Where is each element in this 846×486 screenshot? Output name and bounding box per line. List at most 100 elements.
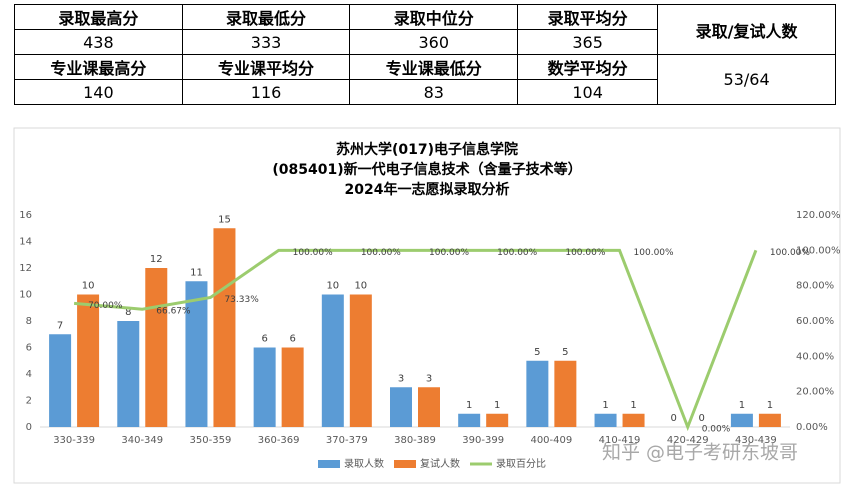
data-label: 73.33% [224, 295, 259, 305]
cell: 83 [349, 79, 519, 105]
x-tick-label: 400-409 [530, 435, 572, 446]
x-tick-label: 430-439 [735, 435, 777, 446]
legend-label: 复试人数 [420, 457, 460, 470]
bar [554, 360, 577, 427]
data-label: 100.00% [634, 248, 674, 258]
line [73, 248, 758, 432]
chart-title: (085401)新一代电子信息技术（含量子技术等） [272, 161, 581, 178]
x-tick-label: 370-379 [326, 435, 368, 446]
data-label: 100.00% [361, 248, 401, 258]
watermark: 知乎 @电子考研东坡哥 [602, 442, 798, 464]
bar [594, 413, 617, 427]
legend-label: 录取百分比 [496, 458, 546, 470]
bar [458, 413, 481, 427]
cell: 数学平均分 [517, 54, 659, 80]
data-label: 100.00% [429, 248, 469, 258]
data-label: 3 [398, 373, 404, 384]
data-label: 3 [426, 373, 432, 384]
x-tick-label: 390-399 [462, 435, 504, 446]
x-tick-label: 380-389 [394, 435, 436, 446]
data-label: 6 [289, 334, 295, 345]
y2-tick-label: 80.00% [796, 281, 834, 292]
y2-tick-label: 40.00% [796, 351, 834, 362]
bar [77, 294, 100, 427]
legend-swatch [318, 460, 340, 468]
data-label: 0 [671, 413, 677, 424]
data-label: 1 [466, 400, 472, 411]
data-label: 5 [562, 347, 568, 358]
cell: 365 [517, 29, 659, 55]
cell: 专业课平均分 [181, 54, 351, 80]
data-label: 1 [630, 400, 636, 411]
data-label: 0 [699, 413, 705, 424]
bar [730, 413, 753, 427]
x-tick-label: 330-339 [53, 435, 95, 446]
cell: 53/64 [657, 54, 836, 105]
data-label: 6 [261, 334, 267, 345]
x-tick-label: 340-349 [121, 435, 163, 446]
y-tick-label: 0 [26, 422, 32, 433]
bar [253, 347, 276, 427]
chart-frame [13, 127, 841, 484]
y2-tick-label: 0.00% [796, 422, 828, 433]
data-label: 100.00% [293, 248, 333, 258]
cell: 104 [517, 79, 659, 105]
cell: 专业课最高分 [14, 54, 183, 80]
legend-label: 录取人数 [344, 457, 384, 470]
bar [117, 321, 140, 427]
cell: 333 [181, 29, 351, 55]
y-tick-label: 8 [26, 316, 32, 327]
cell: 录取最低分 [181, 4, 351, 30]
cell: 116 [181, 79, 351, 105]
cell: 录取平均分 [517, 4, 659, 30]
chart-title: 2024年一志愿拟录取分析 [345, 181, 510, 198]
data-label: 1 [767, 400, 773, 411]
bar [145, 268, 168, 427]
y-tick-label: 16 [19, 210, 32, 221]
data-label: 12 [150, 254, 163, 265]
cell: 360 [349, 29, 519, 55]
y-tick-label: 2 [26, 396, 32, 407]
data-label: 100.00% [770, 248, 810, 258]
data-label: 10 [354, 281, 367, 292]
bar [758, 413, 781, 427]
cell: 录取最高分 [14, 4, 183, 30]
cell: 录取/复试人数 [657, 4, 836, 55]
data-label: 10 [326, 281, 339, 292]
chart-title: 苏州大学(017)电子信息学院 [336, 141, 518, 158]
cell: 专业课最低分 [349, 54, 519, 80]
data-label: 1 [739, 400, 745, 411]
y2-tick-label: 60.00% [796, 316, 834, 327]
bar [321, 294, 344, 427]
y2-tick-label: 20.00% [796, 387, 834, 398]
x-tick-label: 360-369 [258, 435, 300, 446]
data-label: 66.67% [156, 307, 191, 317]
bar [185, 281, 208, 427]
summary-table: 录取最高分 录取最低分 录取中位分 录取平均分 录取/复试人数 438 333 360 365… [14, 4, 836, 105]
bar [418, 387, 440, 427]
bar [486, 413, 509, 427]
y-tick-label: 6 [26, 343, 32, 354]
data-label: 11 [190, 267, 203, 278]
data-label: 70.00% [88, 301, 123, 311]
bar [622, 413, 645, 427]
y-tick-label: 4 [26, 369, 32, 380]
data-label: 1 [602, 400, 608, 411]
bar [526, 360, 549, 427]
bar [49, 334, 72, 427]
y-tick-label: 10 [19, 290, 32, 301]
data-label: 15 [218, 214, 231, 225]
data-label: 100.00% [565, 248, 605, 258]
data-label: 7 [57, 320, 63, 331]
data-label: 8 [125, 307, 131, 318]
data-label: 0.00% [702, 425, 731, 435]
bar [349, 294, 372, 427]
bar [281, 347, 304, 427]
data-label: 5 [534, 347, 540, 358]
legend-swatch [394, 460, 416, 468]
data-label: 1 [494, 400, 500, 411]
y2-tick-label: 120.00% [796, 210, 841, 221]
bar [390, 387, 412, 427]
